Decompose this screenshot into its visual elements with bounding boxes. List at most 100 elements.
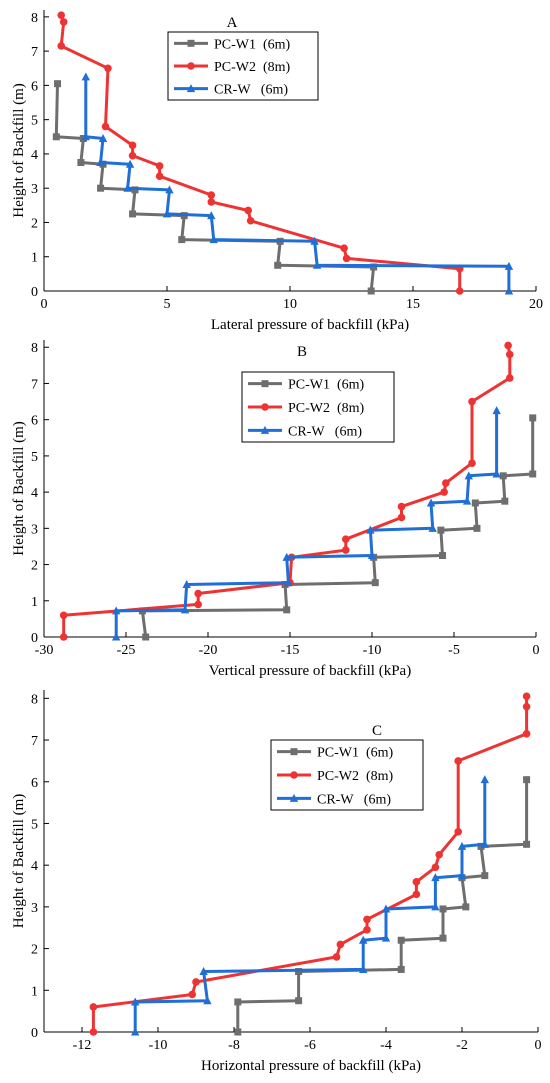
x-tick-label: 0 [533, 643, 540, 658]
data-point [131, 997, 140, 1006]
legend-marker [290, 748, 298, 756]
series-0 [234, 776, 531, 1036]
y-tick-label: 6 [31, 79, 38, 94]
data-point [492, 406, 501, 415]
y-tick-label: 4 [31, 148, 38, 163]
legend-marker [261, 380, 269, 388]
data-point [162, 209, 172, 218]
data-point [77, 158, 85, 166]
y-tick-label: 5 [31, 114, 38, 129]
data-point [454, 828, 463, 836]
data-point [505, 374, 514, 382]
data-point [111, 632, 121, 641]
data-point [52, 133, 60, 141]
data-point [310, 236, 319, 245]
data-point [128, 141, 137, 150]
data-point [180, 605, 190, 614]
legend-marker [187, 62, 195, 70]
data-point [457, 841, 467, 850]
data-point [435, 850, 444, 859]
data-point [209, 235, 218, 244]
data-point [412, 890, 421, 899]
data-point [57, 11, 66, 19]
data-point [462, 903, 470, 911]
data-point [367, 551, 377, 560]
x-axis-title: Horizontal pressure of backfill (kPa) [201, 1058, 421, 1074]
data-point [439, 934, 447, 942]
x-tick-label: -6 [304, 1038, 316, 1053]
data-point [207, 198, 216, 206]
data-point [89, 1003, 98, 1011]
series-line [236, 778, 529, 1034]
data-point [371, 579, 379, 587]
data-point [194, 600, 202, 609]
x-tick-label: 0 [41, 297, 48, 312]
legend-label: PC-W2 (8m) [317, 769, 394, 784]
x-tick-label: 5 [164, 297, 171, 312]
series-line [133, 778, 487, 1034]
data-point [142, 633, 150, 641]
data-point [492, 469, 501, 478]
data-point [431, 873, 440, 882]
y-axis-title: Height of Backfill (m) [11, 794, 27, 929]
series-1 [57, 11, 464, 295]
data-point [504, 341, 512, 350]
data-point [295, 997, 303, 1005]
data-point [480, 775, 489, 784]
x-axis-title: Lateral pressure of backfill (kPa) [211, 317, 409, 333]
data-point [397, 513, 406, 522]
y-tick-label: 1 [31, 251, 38, 266]
data-point [468, 397, 476, 406]
legend-marker [260, 425, 270, 434]
data-point [128, 151, 137, 160]
data-point [234, 1028, 242, 1036]
data-point [471, 499, 479, 507]
y-tick-label: 8 [31, 11, 38, 26]
data-point [274, 261, 282, 269]
data-point [481, 872, 489, 880]
x-tick-label: -12 [73, 1038, 92, 1053]
data-point [341, 535, 350, 544]
series-0 [52, 80, 378, 295]
data-point [522, 702, 531, 711]
x-tick-label: 10 [283, 297, 297, 312]
data-point [234, 998, 242, 1006]
y-tick-label: 8 [31, 341, 38, 356]
data-point [457, 871, 467, 880]
data-point [312, 260, 322, 269]
data-point [522, 692, 531, 701]
y-tick-label: 1 [31, 595, 38, 610]
data-point [192, 978, 200, 986]
data-point [431, 863, 440, 872]
data-point [59, 633, 68, 641]
data-point [155, 172, 164, 181]
data-point [442, 479, 450, 487]
data-point [522, 729, 531, 738]
y-tick-label: 4 [31, 859, 38, 874]
data-point [504, 261, 514, 270]
y-tick-label: 6 [31, 414, 38, 429]
data-point [96, 157, 105, 166]
data-point [363, 926, 371, 934]
data-point [203, 996, 212, 1005]
data-point [473, 524, 481, 532]
data-point [188, 990, 196, 999]
data-point [123, 183, 132, 192]
data-point [464, 471, 473, 480]
data-point [59, 611, 68, 620]
series-line [114, 409, 499, 639]
data-point [462, 496, 472, 505]
y-tick-label: 7 [31, 734, 38, 749]
data-point [412, 878, 421, 886]
chart-panel-a: 0 5 10 15 20 0 1 2 3 4 5 6 7 8 Lateral pressure of bac… [11, 10, 543, 333]
x-tick-label: 20 [529, 297, 543, 312]
data-point [341, 546, 350, 554]
x-tick-label: -10 [149, 1038, 168, 1053]
chart-panel-b: -30 -25 -20 -15 -10 -5 0 0 1 2 3 4 5 6 7 8 Vertical pres… [11, 340, 540, 679]
legend-label: CR-W (6m) [317, 792, 391, 807]
y-tick-label: 8 [31, 692, 38, 707]
x-axis-title: Vertical pressure of backfill (kPa) [209, 663, 411, 679]
legend-label: PC-W1 (6m) [214, 37, 291, 52]
data-point [332, 953, 341, 961]
data-point [397, 965, 405, 973]
